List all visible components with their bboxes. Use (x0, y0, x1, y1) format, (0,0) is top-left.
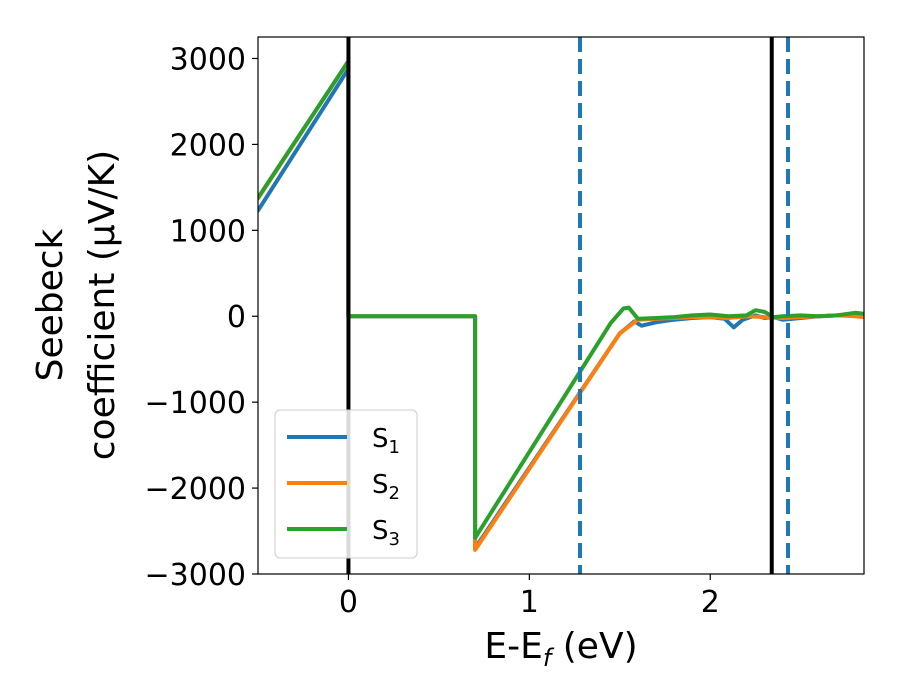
x-tick-label: 1 (520, 585, 539, 620)
x-tick-label: 2 (701, 585, 720, 620)
series-layer (258, 59, 864, 552)
y-axis-title-line1: Seebeck (30, 228, 71, 381)
legend-label-s3: S3 (372, 516, 400, 550)
y-tick-label: 1000 (170, 214, 246, 249)
y-tick-label: 3000 (170, 42, 246, 77)
y-tick-label: 2000 (170, 128, 246, 163)
legend-label-s1: S1 (372, 424, 400, 458)
x-tick-label: 0 (339, 585, 358, 620)
y-tick-label: −1000 (145, 386, 246, 421)
y-axis-title: Seebeck coefficient (μV/K) (30, 150, 123, 460)
y-tick-label: −3000 (145, 558, 246, 593)
y-axis-title-line2: coefficient (μV/K) (82, 150, 123, 460)
x-axis-title-unit: (eV) (551, 626, 637, 667)
y-tick-label: 0 (227, 300, 246, 335)
series-line-s3 (258, 59, 864, 540)
x-axis-title-main: E-E (484, 626, 542, 667)
y-axis: −3000 −2000 −1000 0 1000 2000 3000 (145, 42, 258, 593)
x-axis-title: E-Ef (eV) (484, 626, 637, 672)
x-axis: 0 1 2 (339, 574, 720, 620)
y-tick-label: −2000 (145, 472, 246, 507)
legend-label-s2: S2 (372, 470, 400, 504)
plot-frame (257, 36, 865, 575)
legend: S1 S2 S3 (274, 409, 418, 559)
